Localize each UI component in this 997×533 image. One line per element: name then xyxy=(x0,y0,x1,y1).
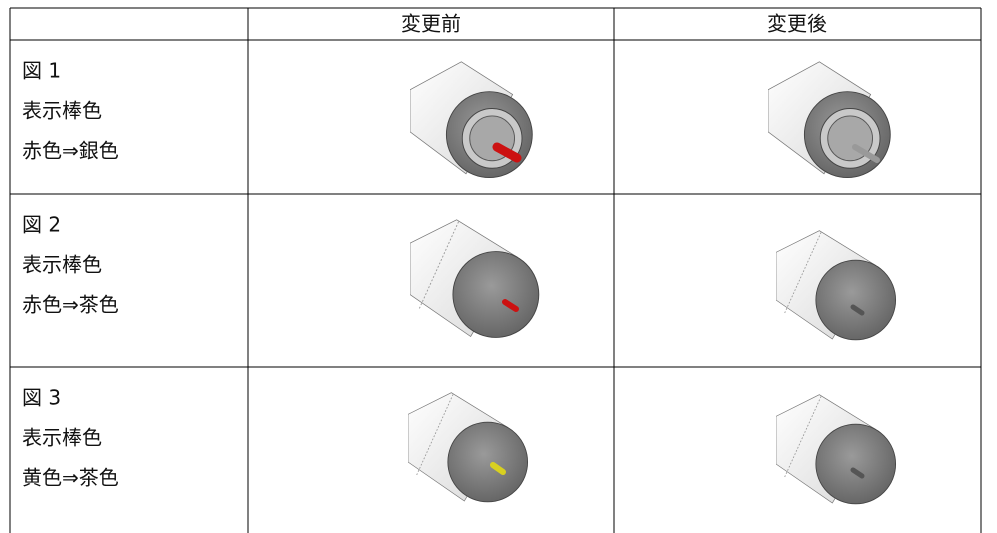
row-label: 赤色⇒茶色 xyxy=(22,293,119,317)
image-after xyxy=(768,61,891,179)
row-label: 図 2 xyxy=(22,213,61,237)
row-label: 図 1 xyxy=(22,59,61,83)
image-before xyxy=(408,392,529,503)
image-after xyxy=(776,230,897,341)
image-after xyxy=(776,394,897,505)
header-cell: 変更後 xyxy=(767,12,827,36)
header-cell: 変更前 xyxy=(401,12,461,36)
row-label: 黄色⇒茶色 xyxy=(22,466,119,490)
row-label: 表示棒色 xyxy=(22,426,102,450)
image-before xyxy=(410,219,540,338)
row-label: 表示棒色 xyxy=(22,253,102,277)
row-label: 表示棒色 xyxy=(22,99,102,123)
row-label: 赤色⇒銀色 xyxy=(22,139,119,163)
table-grid xyxy=(9,7,982,533)
row-label: 図 3 xyxy=(22,386,61,410)
image-before xyxy=(410,61,533,179)
